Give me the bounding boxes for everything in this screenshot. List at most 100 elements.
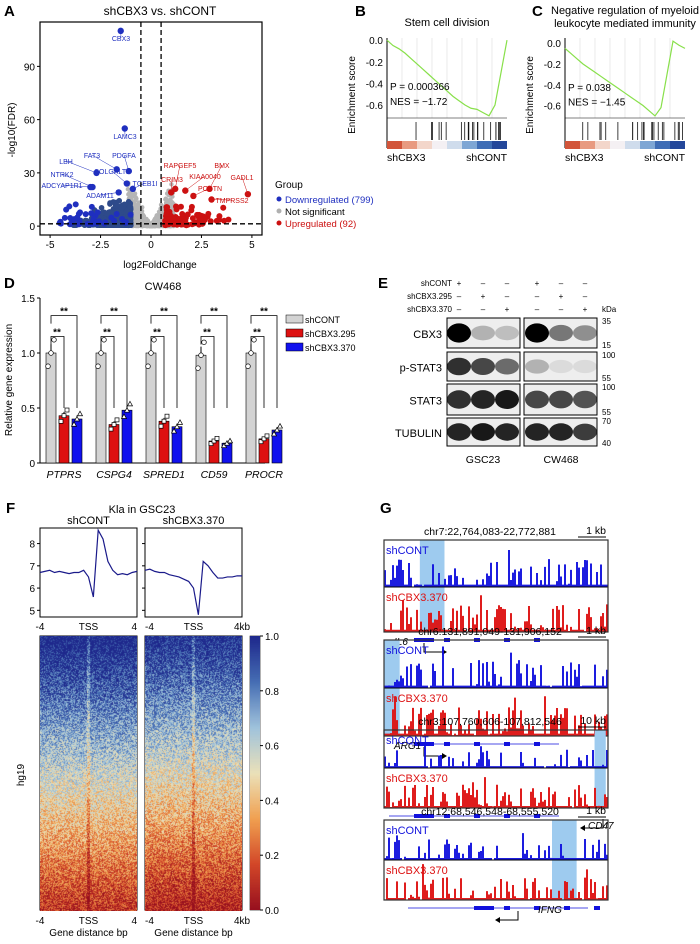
- blot-band: [525, 390, 549, 409]
- point-not-significant: [129, 192, 135, 197]
- y-tick-label: 0.0: [547, 39, 561, 50]
- point-downregulated: [96, 218, 103, 225]
- replicate-point: [114, 417, 120, 423]
- leader-line: [91, 154, 117, 170]
- replicate-point: [261, 436, 267, 442]
- y-axis-label: Relative gene expression: [4, 324, 15, 436]
- blot-band: [573, 325, 597, 341]
- x-tick-label: 2.5: [195, 240, 209, 251]
- rank-colorbar-segment: [655, 141, 670, 149]
- protein-label-p-STAT3: p-STAT3: [400, 363, 442, 375]
- gene-name-CD47: CD47: [588, 821, 614, 832]
- gene-name-IFNG: IFNG: [538, 905, 562, 916]
- tss-arrow: [423, 643, 442, 653]
- protein-label-CBX3: CBX3: [413, 329, 442, 341]
- colorbar-tick-label: 0.4: [265, 796, 279, 807]
- replicate-point: [101, 337, 107, 343]
- blot-band: [573, 359, 597, 374]
- panel-label-B: B: [355, 3, 366, 20]
- replicate-point: [51, 337, 57, 343]
- replicate-point: [73, 415, 81, 422]
- tss-arrow: [423, 747, 442, 757]
- y-tick-label: 0.0: [369, 36, 383, 47]
- replicate-point: [61, 413, 67, 419]
- track-sample-label: shCBX3.370: [386, 693, 448, 705]
- gene-exon: [534, 814, 540, 818]
- y-tick-label: -0.2: [366, 58, 384, 69]
- gene-label-ADAM11: ADAM11: [86, 193, 114, 200]
- x-tick-label: TSS: [184, 622, 204, 633]
- panel-label-A: A: [4, 3, 15, 20]
- replicate-point: [76, 410, 84, 417]
- y-axis-label: Enrichment score: [525, 56, 536, 134]
- replicate-point: [276, 422, 284, 429]
- point-upregulated: [182, 217, 189, 224]
- point-upregulated: [173, 206, 180, 213]
- point-upregulated: [189, 215, 196, 222]
- replicate-point: [161, 418, 167, 424]
- gene-exon: [564, 906, 570, 910]
- point-downregulated: [88, 203, 95, 210]
- nes-value: NES = −1.72: [390, 97, 448, 108]
- replicate-point: [70, 421, 78, 427]
- track-sample-label: shCBX3.370: [386, 865, 448, 877]
- legend-entry: Downregulated (799): [285, 195, 374, 206]
- rank-colorbar-segment: [670, 141, 685, 149]
- replicate-point: [258, 439, 264, 445]
- point-upregulated: [205, 210, 212, 217]
- rank-colorbar-segment: [477, 141, 492, 149]
- x-tick-label: 5: [249, 240, 255, 251]
- leader-line: [241, 176, 249, 195]
- enrichment-curve: [564, 40, 686, 117]
- blot-sign: +: [583, 305, 588, 314]
- significance-label: **: [53, 328, 61, 339]
- replicate-point: [148, 350, 154, 356]
- leader-line: [185, 175, 206, 191]
- point-downregulated: [66, 203, 73, 210]
- replicate-point: [164, 413, 170, 419]
- legend-entry: Upregulated (92): [285, 219, 356, 230]
- gene-label-ADCYAP1R1: ADCYAP1R1: [41, 183, 82, 190]
- blot-sign: +: [457, 279, 462, 288]
- signal-track-shCBX3.370: [384, 777, 608, 808]
- blot-panel: [523, 351, 598, 382]
- blot-sign: +: [535, 279, 540, 288]
- blot-sign: +: [559, 292, 564, 301]
- blot-band: [549, 359, 573, 374]
- significance-bracket: [150, 336, 165, 408]
- gene-label-CRIM3: CRIM3: [161, 177, 183, 184]
- x-tick-label: TSS: [79, 916, 99, 927]
- blot-band: [495, 325, 519, 341]
- gene-exon: [474, 906, 494, 910]
- replicate-point: [248, 350, 254, 356]
- y-tick-label: 5: [29, 606, 35, 617]
- track-frame: [383, 729, 609, 809]
- replicate-point: [270, 430, 278, 437]
- point-not-significant: [167, 200, 172, 206]
- blot-condition-label: shCBX3.295: [407, 292, 452, 301]
- blot-sign: +: [505, 305, 510, 314]
- x-tick-label: -4: [36, 916, 45, 927]
- y-tick-label: 7: [29, 562, 35, 573]
- marker-label: 100: [602, 383, 616, 392]
- colorbar-tick-label: 0.8: [265, 687, 279, 698]
- rank-colorbar-segment: [447, 141, 462, 149]
- gsea-title: Stem cell division: [405, 17, 490, 29]
- colorbar-tick-label: 0.0: [265, 906, 279, 917]
- blot-band: [573, 390, 597, 409]
- x-tick-label: 4kb: [234, 916, 251, 927]
- blot-sign: –: [583, 279, 588, 288]
- blot-band: [495, 358, 519, 375]
- blot-sign: –: [481, 279, 486, 288]
- x-tick-label: 0: [148, 240, 154, 251]
- significance-label: **: [153, 328, 161, 339]
- gsea-title: leukocyte mediated immunity: [554, 18, 696, 30]
- significance-label: **: [160, 307, 168, 318]
- gene-label-KIAA0040: KIAA0040: [189, 174, 221, 181]
- blot-sign: –: [583, 292, 588, 301]
- point-upregulated: [164, 204, 171, 211]
- replicate-point: [45, 363, 51, 369]
- gene-exon: [444, 814, 450, 818]
